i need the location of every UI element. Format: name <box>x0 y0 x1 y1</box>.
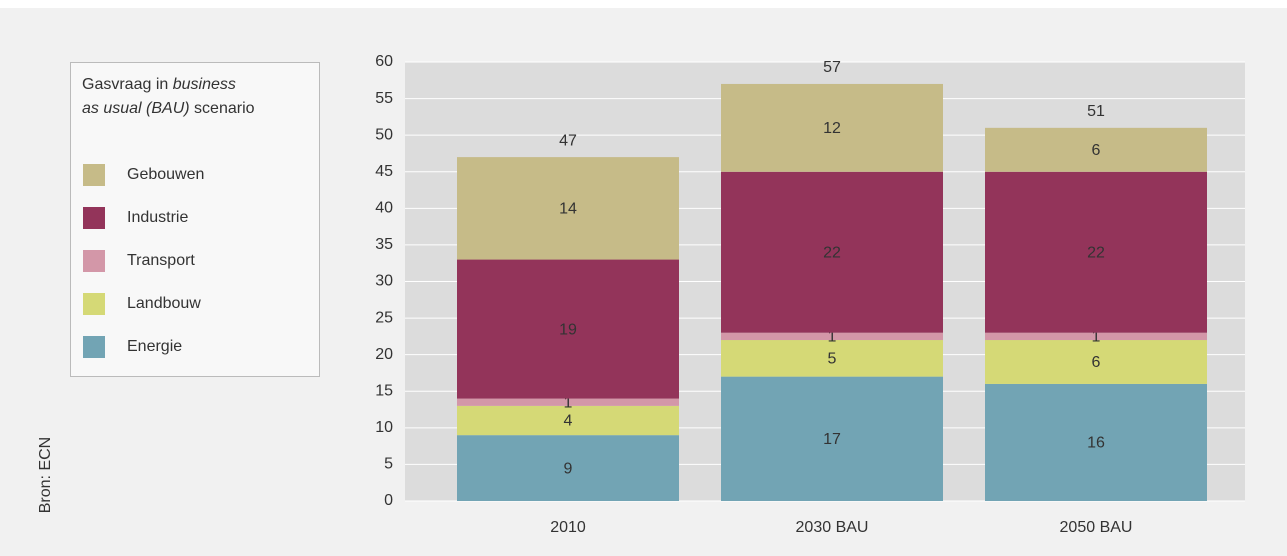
bar-segment <box>721 340 943 377</box>
y-tick-label: 55 <box>375 90 393 107</box>
value-label: 6 <box>1092 142 1101 159</box>
bar-segment <box>457 157 679 260</box>
y-tick-label: 40 <box>375 200 393 217</box>
total-label: 47 <box>559 132 577 149</box>
bar-segment <box>721 171 943 333</box>
bar-segment <box>985 332 1207 341</box>
value-label: 1 <box>1092 329 1101 346</box>
value-label: 12 <box>823 120 841 137</box>
value-label: 9 <box>564 460 573 477</box>
value-label: 16 <box>1087 435 1105 452</box>
value-label: 6 <box>1092 354 1101 371</box>
legend-title-part: Gasvraag in <box>82 76 173 93</box>
legend-title-part: business <box>172 76 236 93</box>
bar-segment <box>721 83 943 172</box>
bar-segment <box>457 435 679 501</box>
legend-label: Gebouwen <box>127 166 205 183</box>
legend-swatch <box>83 207 105 229</box>
value-label: 4 <box>564 413 573 430</box>
value-label: 19 <box>559 321 577 338</box>
y-tick-label: 50 <box>375 126 393 143</box>
legend-label: Landbouw <box>127 295 201 312</box>
legend-item: Gebouwen <box>83 164 204 186</box>
y-tick-label: 35 <box>375 236 393 253</box>
value-label: 14 <box>559 201 577 218</box>
bar-segment <box>721 376 943 501</box>
y-tick-label: 0 <box>384 492 393 509</box>
legend-item: Landbouw <box>83 293 201 315</box>
total-label: 51 <box>1087 103 1105 120</box>
x-tick-label: 2050 BAU <box>1060 519 1133 536</box>
legend-item: Energie <box>83 336 182 358</box>
legend-swatch <box>83 336 105 358</box>
value-label: 17 <box>823 431 841 448</box>
x-tick-label: 2010 <box>550 519 586 536</box>
bar-segment <box>985 383 1207 501</box>
legend-title-part: scenario <box>189 100 255 117</box>
x-tick-label: 2030 BAU <box>796 519 869 536</box>
y-tick-label: 60 <box>375 53 393 70</box>
y-tick-label: 10 <box>375 419 393 436</box>
value-label: 22 <box>1087 244 1105 261</box>
source: Bron: ECN <box>37 437 54 513</box>
y-tick-label: 30 <box>375 273 393 290</box>
y-tick-label: 45 <box>375 163 393 180</box>
value-label: 1 <box>564 394 573 411</box>
value-label: 22 <box>823 244 841 261</box>
legend-label: Transport <box>127 252 195 269</box>
y-tick-label: 5 <box>384 456 393 473</box>
total-label: 57 <box>823 59 841 76</box>
legend-swatch <box>83 293 105 315</box>
legend-item: Transport <box>83 250 195 272</box>
legend-title: Gasvraag in business as usual (BAU) scena… <box>82 73 255 121</box>
bar-segment <box>985 171 1207 333</box>
bar-segment <box>457 405 679 436</box>
legend-swatch <box>83 164 105 186</box>
legend-label: Energie <box>127 338 183 355</box>
y-tick-label: 25 <box>375 309 393 326</box>
legend-title-part: as usual (BAU) <box>82 100 190 117</box>
value-label: 1 <box>828 329 837 346</box>
legend-item: Industrie <box>83 207 188 229</box>
bar-segment <box>721 332 943 341</box>
bar-segment <box>457 259 679 399</box>
value-label: 5 <box>828 351 837 368</box>
legend-swatch <box>83 250 105 272</box>
legend-label: Industrie <box>127 209 189 226</box>
y-tick-label: 20 <box>375 346 393 363</box>
bar-segment <box>985 340 1207 384</box>
bar-segment <box>457 398 679 406</box>
bar-segment <box>985 127 1207 172</box>
legend: Gasvraag in business as usual (BAU) scena… <box>70 62 320 377</box>
y-tick-label: 15 <box>375 382 393 399</box>
